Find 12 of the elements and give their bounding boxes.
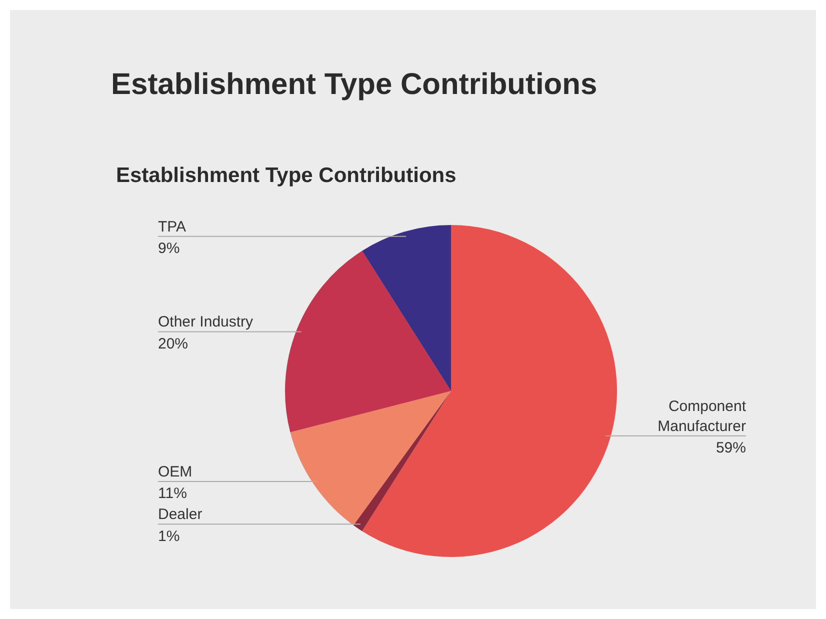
slice-label: OEM [158, 464, 192, 481]
slice-label: Dealer [158, 506, 202, 524]
data-label: 9% [158, 240, 180, 258]
slice-label: TPA [158, 218, 186, 236]
chart-title: Establishment Type Contributions [111, 68, 598, 102]
slice-label: Other Industry [158, 314, 254, 331]
data-label: 11% [158, 485, 187, 502]
data-label: 20% [158, 335, 188, 352]
slice-label: Component Manufacturer [658, 398, 747, 435]
chart-subtitle: Establishment Type Contributions [116, 164, 456, 188]
data-label: 1% [158, 528, 180, 545]
data-label: 59% [716, 440, 746, 457]
